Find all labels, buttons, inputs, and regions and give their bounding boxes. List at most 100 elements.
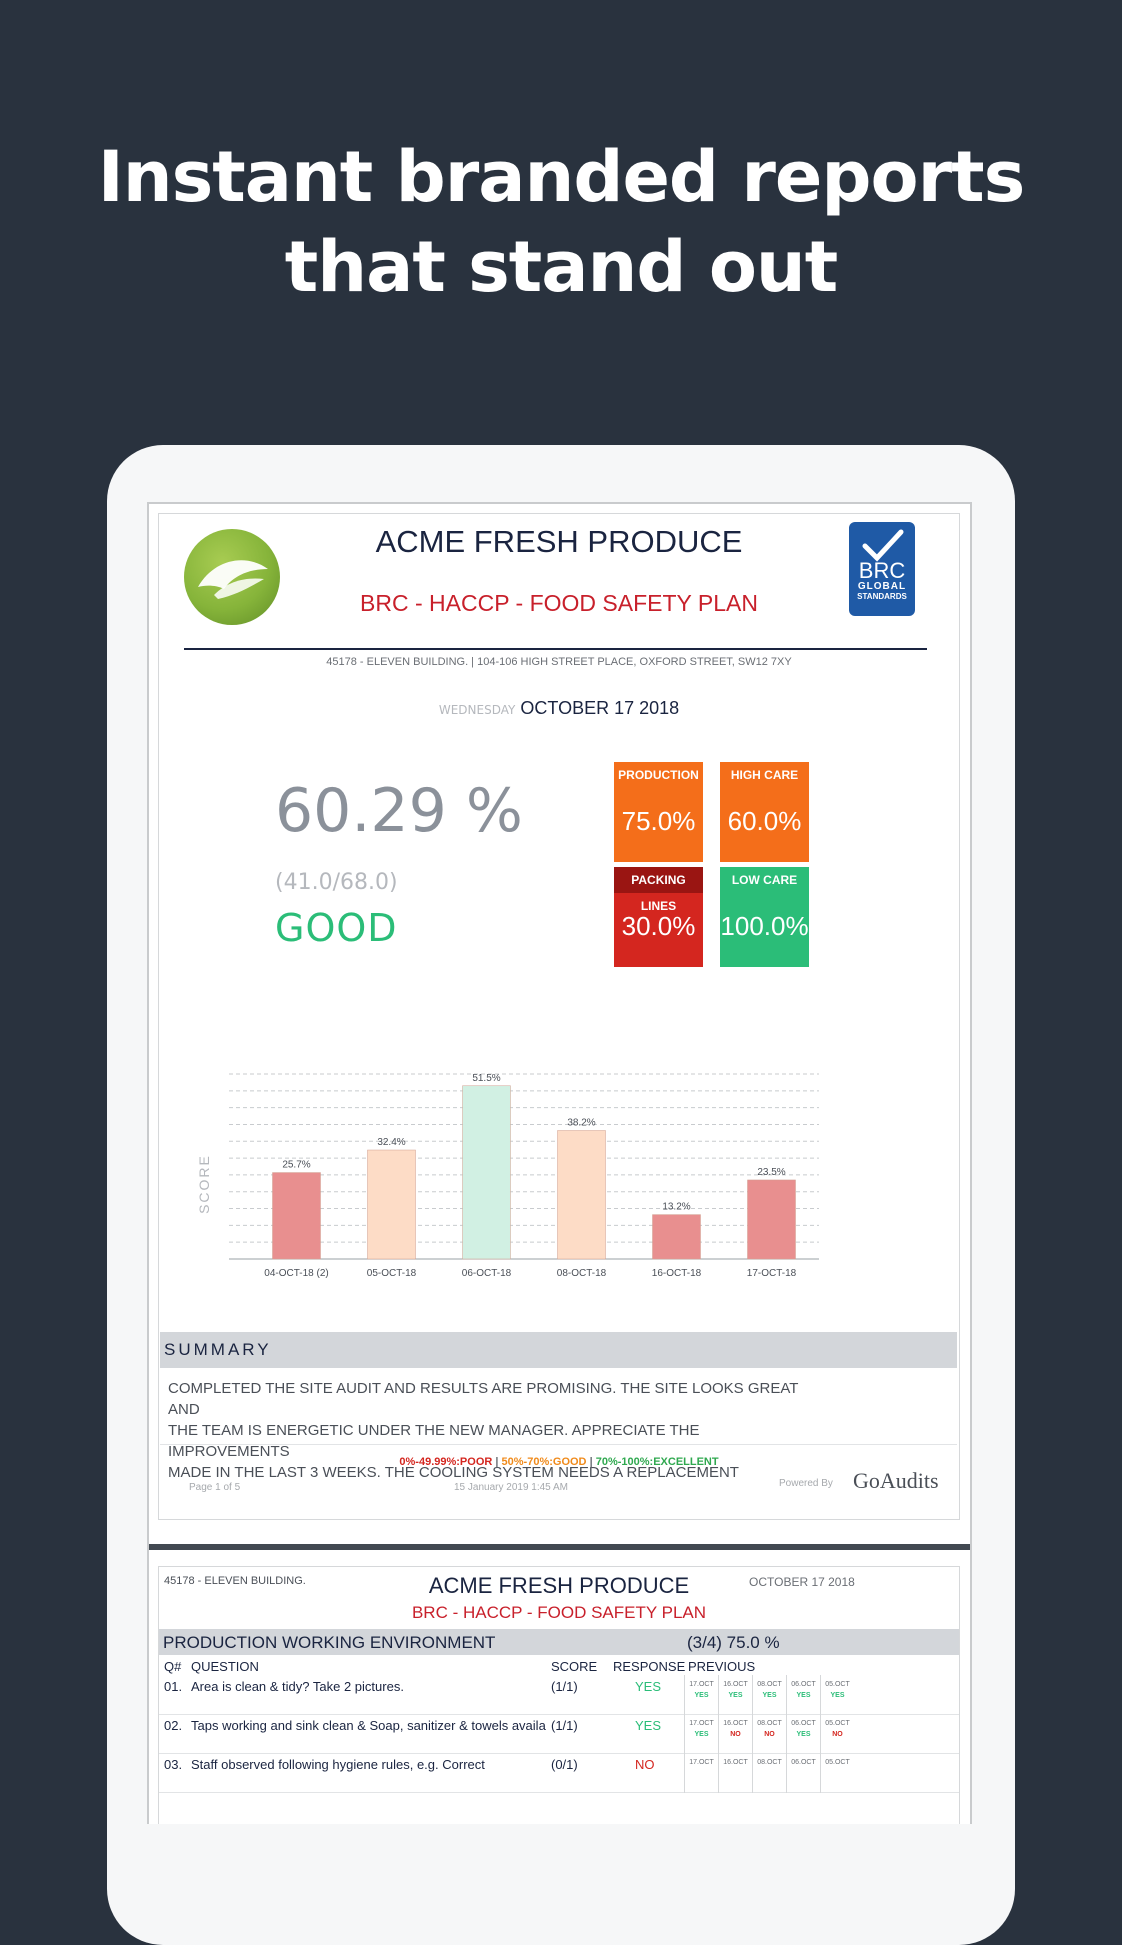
question-score: (1/1) xyxy=(551,1679,578,1694)
previous-date: 08.OCT xyxy=(757,1720,782,1727)
previous-response: NO xyxy=(764,1731,775,1738)
generated-date: 15 January 2019 1:45 AM xyxy=(454,1482,568,1493)
previous-result-cell: 06.OCT YES xyxy=(786,1675,820,1715)
legend-good: 50%-70%:GOOD xyxy=(501,1456,587,1468)
question-text: Staff observed following hygiene rules, … xyxy=(191,1757,485,1772)
page-number: Page 1 of 5 xyxy=(189,1482,241,1493)
tile-low-care-value: 100.0% xyxy=(720,911,809,941)
bar-data-label: 13.2% xyxy=(662,1202,690,1213)
legend-sep-1: | xyxy=(495,1456,499,1468)
previous-date: 05.OCT xyxy=(825,1681,850,1688)
previous-response: YES xyxy=(796,1692,811,1699)
bar-data-label: 32.4% xyxy=(377,1137,405,1148)
page2-plan-title: BRC - HACCP - FOOD SAFETY PLAN xyxy=(411,1603,707,1622)
weekday-label: WEDNESDAY xyxy=(438,703,516,717)
headline-line-1: Instant branded reports xyxy=(97,136,1026,218)
bar-data-label: 51.5% xyxy=(472,1073,500,1084)
question-row[interactable]: 03. Staff observed following hygiene rule… xyxy=(159,1753,959,1793)
bar-data-label: 25.7% xyxy=(282,1160,310,1171)
goaudits-brand: GoAudits xyxy=(853,1468,939,1493)
previous-result-cell: 05.OCT YES xyxy=(820,1675,854,1715)
score-fraction: (41.0/68.0) xyxy=(275,870,398,895)
previous-response: YES xyxy=(728,1692,743,1699)
page2-site: 45178 - ELEVEN BUILDING. xyxy=(164,1575,306,1587)
tile-low-care[interactable]: LOW CARE 100.0% xyxy=(720,867,809,967)
summary-line-3: MADE IN THE LAST 3 WEEKS. THE COOLING SY… xyxy=(168,1464,739,1481)
section-score: (3/4) 75.0 % xyxy=(687,1633,780,1652)
question-row[interactable]: 02. Taps working and sink clean & Soap, s… xyxy=(159,1714,959,1754)
previous-date: 17.OCT xyxy=(689,1681,714,1688)
previous-result-cell: 05.OCT NO xyxy=(820,1714,854,1754)
header-divider xyxy=(184,648,927,650)
previous-date: 05.OCT xyxy=(825,1759,850,1766)
x-tick-label: 06-OCT-18 xyxy=(462,1268,512,1279)
tile-high-care-label: HIGH CARE xyxy=(730,768,799,782)
headline-line-2: that stand out xyxy=(284,226,838,308)
previous-response: YES xyxy=(694,1692,709,1699)
previous-date: 06.OCT xyxy=(791,1681,816,1688)
plan-title: BRC - HACCP - FOOD SAFETY PLAN xyxy=(360,590,758,616)
previous-date: 05.OCT xyxy=(825,1720,850,1727)
previous-result-cell: 16.OCT YES xyxy=(718,1675,752,1715)
previous-date: 16.OCT xyxy=(723,1759,748,1766)
previous-date: 17.OCT xyxy=(689,1759,714,1766)
question-response: YES xyxy=(635,1718,662,1733)
leaf-icon xyxy=(198,560,268,599)
bar-06-OCT-18 xyxy=(462,1085,511,1260)
y-axis-label: SCORE xyxy=(196,1154,212,1214)
col-response: RESPONSE xyxy=(613,1659,686,1674)
question-response: NO xyxy=(635,1757,655,1772)
tile-high-care[interactable]: HIGH CARE 60.0% xyxy=(720,762,809,862)
previous-result-cell: 08.OCT xyxy=(752,1753,786,1793)
question-response: YES xyxy=(635,1679,662,1694)
chart-grid xyxy=(229,1073,819,1260)
brc-badge-line2: GLOBAL xyxy=(857,581,907,592)
page2-date: OCTOBER 17 2018 xyxy=(749,1575,855,1589)
x-tick-label: 16-OCT-18 xyxy=(652,1268,702,1279)
previous-result-cell: 16.OCT xyxy=(718,1753,752,1793)
bar-16-OCT-18 xyxy=(652,1214,701,1260)
previous-date: 17.OCT xyxy=(689,1720,714,1727)
company-leaf-logo xyxy=(184,529,280,625)
checkmark-icon xyxy=(862,529,904,562)
tile-production[interactable]: PRODUCTION 75.0% xyxy=(614,762,703,862)
previous-response: YES xyxy=(762,1692,777,1699)
powered-by-label: Powered By xyxy=(779,1478,833,1489)
bar-17-OCT-18 xyxy=(747,1179,796,1260)
bar-data-label: 23.5% xyxy=(757,1167,785,1178)
summary-text: COMPLETED THE SITE AUDIT AND RESULTS ARE… xyxy=(168,1378,818,1483)
tile-packing-lines-label: PACKING LINES xyxy=(614,867,703,913)
audit-date: WEDNESDAY OCTOBER 17 2018 xyxy=(159,698,959,719)
brc-badge-title: BRC xyxy=(858,558,906,583)
summary-line-1: COMPLETED THE SITE AUDIT AND RESULTS ARE… xyxy=(168,1380,799,1418)
headline: Instant branded reports that stand out xyxy=(0,132,1122,312)
tile-production-value: 75.0% xyxy=(621,806,696,836)
previous-result-cell: 17.OCT YES xyxy=(684,1714,718,1754)
date-label: OCTOBER 17 2018 xyxy=(520,698,680,718)
question-row[interactable]: 01. Area is clean & tidy? Take 2 pictures… xyxy=(159,1675,959,1715)
section-header: PRODUCTION WORKING ENVIRONMENT (3/4) 75.… xyxy=(159,1629,959,1655)
tile-high-care-value: 60.0% xyxy=(727,806,802,836)
tile-packing-lines[interactable]: PACKING LINES 30.0% xyxy=(614,867,703,967)
previous-result-cell: 05.OCT xyxy=(820,1753,854,1793)
previous-date: 08.OCT xyxy=(757,1681,782,1688)
col-question: QUESTION xyxy=(191,1659,259,1674)
col-score: SCORE xyxy=(551,1659,598,1674)
col-q: Q# xyxy=(164,1659,182,1674)
previous-result-cell: 17.OCT YES xyxy=(684,1675,718,1715)
page2-company: ACME FRESH PRODUCE xyxy=(428,1573,690,1598)
report-page-2: 45178 - ELEVEN BUILDING. ACME FRESH PROD… xyxy=(158,1566,960,1824)
overall-score: 60.29 % xyxy=(275,776,523,846)
previous-result-cell: 16.OCT NO xyxy=(718,1714,752,1754)
summary-header: SUMMARY xyxy=(160,1332,957,1368)
bar-data-label: 38.2% xyxy=(567,1118,595,1129)
legend-poor: 0%-49.99%:POOR xyxy=(399,1456,493,1468)
report-page-1: ACME FRESH PRODUCE BRC - HACCP - FOOD SA… xyxy=(158,513,960,1520)
report-screen[interactable]: ACME FRESH PRODUCE BRC - HACCP - FOOD SA… xyxy=(147,502,972,1824)
x-tick-label: 05-OCT-18 xyxy=(367,1268,417,1279)
brc-badge: BRC GLOBAL STANDARDS xyxy=(849,522,915,616)
previous-response: NO xyxy=(730,1731,741,1738)
previous-result-cell: 08.OCT YES xyxy=(752,1675,786,1715)
summary-line-2: THE TEAM IS ENERGETIC UNDER THE NEW MANA… xyxy=(168,1422,700,1460)
legend-excellent: 70%-100%:EXCELLENT xyxy=(595,1456,719,1468)
